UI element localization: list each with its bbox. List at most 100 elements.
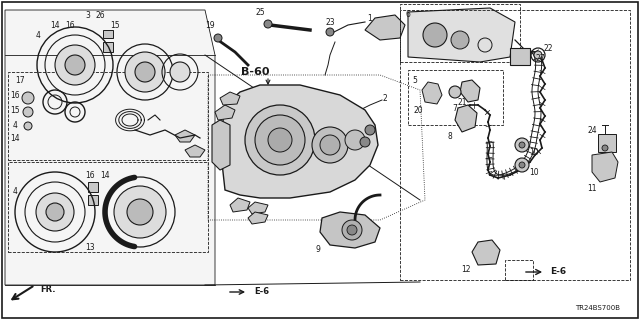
Text: FR.: FR. [40,285,56,294]
Text: 6: 6 [406,10,410,19]
Text: 15: 15 [10,106,20,115]
Circle shape [342,220,362,240]
Text: 13: 13 [85,244,95,252]
Text: 24: 24 [587,125,597,134]
Circle shape [519,162,525,168]
Circle shape [365,125,375,135]
Circle shape [423,23,447,47]
Text: 9: 9 [316,245,321,254]
Circle shape [602,145,608,151]
Circle shape [36,193,74,231]
Polygon shape [88,195,98,205]
Text: E-6: E-6 [255,287,269,297]
Polygon shape [408,8,515,62]
Circle shape [170,62,190,82]
Polygon shape [230,198,250,212]
Text: 14: 14 [10,133,20,142]
Circle shape [65,55,85,75]
Text: 21: 21 [457,98,467,107]
Circle shape [125,52,165,92]
Circle shape [264,20,272,28]
Circle shape [46,203,64,221]
Text: 27: 27 [535,53,545,62]
Text: 8: 8 [447,132,452,140]
Text: 12: 12 [461,266,471,275]
Polygon shape [510,48,530,65]
Circle shape [22,92,34,104]
Bar [598,134,616,152]
Text: 26: 26 [95,11,105,20]
Circle shape [135,62,155,82]
Circle shape [55,45,95,85]
Circle shape [515,158,529,172]
Text: 16: 16 [10,91,20,100]
Text: 11: 11 [588,183,596,193]
Text: 4: 4 [13,121,17,130]
Circle shape [255,115,305,165]
Polygon shape [212,120,230,170]
Text: 23: 23 [325,18,335,27]
Text: 16: 16 [85,171,95,180]
Text: 15: 15 [110,20,120,29]
Polygon shape [103,42,113,52]
Polygon shape [175,130,195,142]
Text: 10: 10 [529,167,539,177]
Circle shape [449,86,461,98]
Text: 7: 7 [452,103,458,113]
Polygon shape [455,105,477,132]
Polygon shape [215,105,235,120]
Text: E-6: E-6 [550,268,566,276]
Circle shape [451,31,469,49]
Text: 14: 14 [50,20,60,29]
Circle shape [114,186,166,238]
Text: B-60: B-60 [241,67,269,77]
Circle shape [345,130,365,150]
Circle shape [23,107,33,117]
Polygon shape [185,145,205,157]
Bar [400,10,630,280]
Circle shape [127,199,153,225]
Text: 14: 14 [100,171,110,180]
Text: TR24BS700B: TR24BS700B [575,305,620,311]
Polygon shape [103,30,113,38]
Bar [400,4,520,62]
Text: 4: 4 [13,188,17,196]
Text: 17: 17 [15,76,24,84]
Polygon shape [5,10,215,285]
Circle shape [24,122,32,130]
Polygon shape [460,80,480,102]
Polygon shape [320,212,380,248]
Circle shape [268,128,292,152]
Text: 4: 4 [36,30,40,39]
Circle shape [515,138,529,152]
Text: 3: 3 [86,11,90,20]
Polygon shape [472,240,500,265]
Text: 10: 10 [529,148,539,156]
Text: 16: 16 [65,20,75,29]
Circle shape [519,142,525,148]
Polygon shape [220,92,240,105]
Text: 25: 25 [255,7,265,17]
Circle shape [214,34,222,42]
Text: 20: 20 [413,106,423,115]
Text: 2: 2 [383,93,387,102]
Polygon shape [248,202,268,214]
Bar [8,162,208,252]
Circle shape [360,137,370,147]
Polygon shape [88,182,98,192]
Polygon shape [592,152,618,182]
Text: 19: 19 [205,20,215,29]
Text: 22: 22 [543,44,553,52]
Bar [505,260,533,280]
Text: 1: 1 [367,13,372,22]
Polygon shape [220,85,378,198]
Polygon shape [422,82,442,104]
Circle shape [320,135,340,155]
Circle shape [312,127,348,163]
Circle shape [534,51,542,59]
Text: 5: 5 [413,76,417,84]
Circle shape [326,28,334,36]
Bar [408,70,503,125]
Circle shape [347,225,357,235]
Circle shape [245,105,315,175]
